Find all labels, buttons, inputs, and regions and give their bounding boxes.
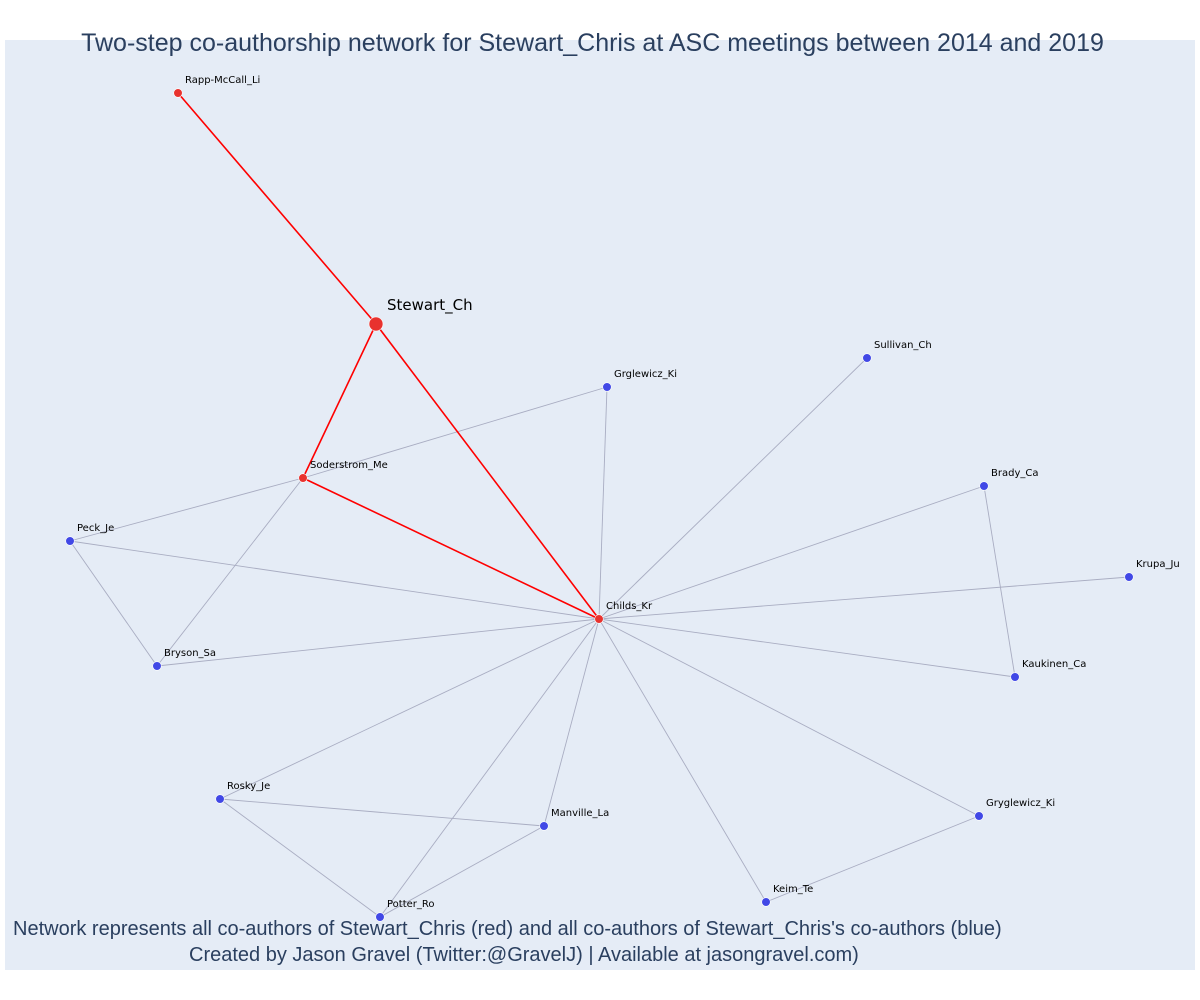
node-label-Childs_Kr: Childs_Kr [606,601,653,612]
edge-Keim_Te-Childs_Kr [598,618,767,903]
node-Rapp-McCall_Li[interactable] [173,88,183,98]
node-Grglewicz_Ki[interactable] [602,382,612,392]
edge-Bryson_Sa-Childs_Kr [156,618,600,667]
node-label-Krupa_Ju: Krupa_Ju [1136,559,1180,570]
edge-Rosky_Je-Manville_La [219,798,545,827]
edge-Soderstrom_Me-Bryson_Sa [156,477,304,667]
node-Brady_Ca[interactable] [979,481,989,491]
edge-Soderstrom_Me-Grglewicz_Ki [302,386,608,479]
edge-Brady_Ca-Childs_Kr [598,485,985,620]
node-label-Peck_Je: Peck_Je [77,523,114,534]
edge-Gryglewicz_Ki-Childs_Kr [598,618,980,817]
edge-Kaukinen_Ca-Childs_Kr [598,618,1016,678]
node-Krupa_Ju[interactable] [1124,572,1134,582]
node-Manville_La[interactable] [539,821,549,831]
node-label-Soderstrom_Me: Soderstrom_Me [310,460,388,471]
chart-title: Two-step co-authorship network for Stewa… [81,29,1104,57]
node-Peck_Je[interactable] [65,536,75,546]
node-Gryglewicz_Ki[interactable] [974,811,984,821]
node-Bryson_Sa[interactable] [152,661,162,671]
edge-Stewart_Ch-Childs_Kr [375,323,600,620]
edge-Peck_Je-Bryson_Sa [69,540,158,667]
node-Sullivan_Ch[interactable] [862,353,872,363]
node-Childs_Kr[interactable] [594,614,604,624]
node-label-Potter_Ro: Potter_Ro [387,899,435,910]
edge-Soderstrom_Me-Childs_Kr [302,477,600,620]
caption-line-2: Created by Jason Gravel (Twitter:@Gravel… [189,944,859,966]
edge-Potter_Ro-Childs_Kr [379,618,600,918]
edge-Stewart_Ch-Rapp-McCall_Li [177,92,377,325]
edge-Rosky_Je-Childs_Kr [219,618,600,800]
node-Soderstrom_Me[interactable] [298,473,308,483]
node-label-Brady_Ca: Brady_Ca [991,468,1038,479]
node-label-Rosky_Je: Rosky_Je [227,781,270,792]
edge-Peck_Je-Childs_Kr [69,540,600,620]
node-label-Kaukinen_Ca: Kaukinen_Ca [1022,659,1086,670]
node-Potter_Ro[interactable] [375,912,385,922]
edge-Manville_La-Potter_Ro [379,825,545,918]
node-label-Gryglewicz_Ki: Gryglewicz_Ki [986,798,1055,809]
node-label-Sullivan_Ch: Sullivan_Ch [874,340,932,351]
edge-Stewart_Ch-Soderstrom_Me [302,323,377,479]
node-label-Bryson_Sa: Bryson_Sa [164,648,216,659]
edge-Keim_Te-Gryglewicz_Ki [765,815,980,903]
node-label-Grglewicz_Ki: Grglewicz_Ki [614,369,677,380]
edge-Sullivan_Ch-Childs_Kr [598,357,868,620]
edge-Brady_Ca-Kaukinen_Ca [983,485,1016,678]
edge-Krupa_Ju-Childs_Kr [598,576,1130,620]
node-label-Keim_Te: Keim_Te [773,884,813,895]
edge-Rosky_Je-Potter_Ro [219,798,381,918]
edge-layer [69,92,1130,918]
node-label-Stewart_Ch: Stewart_Ch [387,296,473,315]
node-Rosky_Je[interactable] [215,794,225,804]
edge-Soderstrom_Me-Peck_Je [69,477,304,542]
caption-line-1: Network represents all co-authors of Ste… [13,918,1002,940]
node-label-Manville_La: Manville_La [551,808,609,819]
node-layer [65,88,1134,922]
node-Stewart_Ch[interactable] [368,316,384,332]
node-Keim_Te[interactable] [761,897,771,907]
edge-Grglewicz_Ki-Childs_Kr [598,386,608,620]
label-layer: Stewart_Ch Rapp-McCall_Li Soderstrom_Me Chi… [77,75,1180,910]
edge-Manville_La-Childs_Kr [543,618,600,827]
node-Kaukinen_Ca[interactable] [1010,672,1020,682]
node-label-Rapp-McCall_Li: Rapp-McCall_Li [185,75,260,86]
